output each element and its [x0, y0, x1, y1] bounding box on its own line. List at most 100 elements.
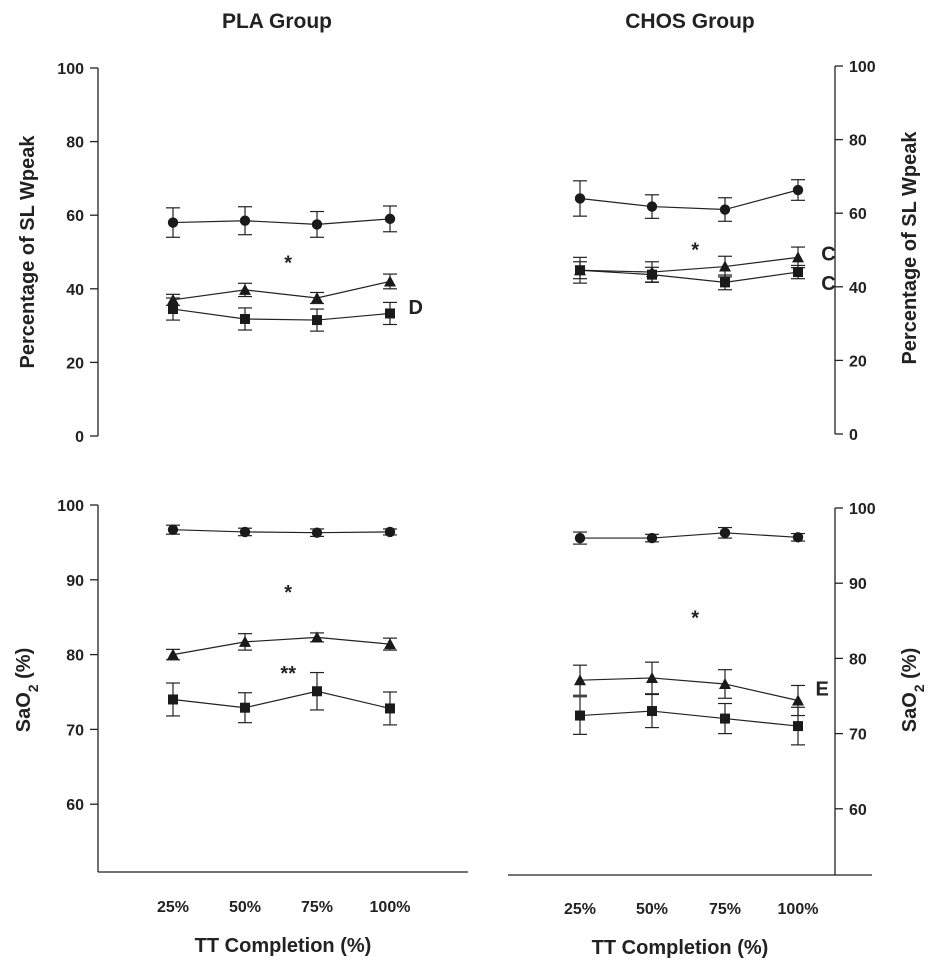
- triangle-marker: [239, 283, 251, 295]
- y-tick-label: 20: [66, 355, 84, 372]
- series-line: [172, 280, 391, 301]
- triangle-series: [573, 246, 805, 284]
- square-series: [166, 297, 397, 332]
- circle-marker: [719, 204, 731, 215]
- y-tick-label: 20: [849, 353, 867, 370]
- x-tick-label: 100%: [370, 899, 411, 916]
- letter-annotation: C: [821, 244, 835, 266]
- circle-marker: [792, 184, 804, 196]
- series-line: [579, 256, 799, 273]
- series-line: [579, 710, 799, 727]
- triangle-series: [166, 273, 397, 306]
- y-tick-label: 80: [849, 651, 867, 668]
- triangle-marker: [792, 251, 804, 263]
- y-tick-label: 80: [849, 133, 867, 150]
- y-tick-label: 60: [849, 802, 867, 819]
- x-tick-label: 25%: [157, 899, 189, 916]
- x-tick-label: 25%: [564, 901, 596, 918]
- letter-annotation: D: [408, 297, 422, 319]
- triangle-marker: [719, 260, 731, 272]
- panel-title: PLA Group: [222, 10, 332, 33]
- x-tick-label: 75%: [301, 899, 333, 916]
- panel-2: CHOS Group 0 20 40 60 80 100 Percentage of SL W…: [573, 10, 921, 444]
- panel-title: CHOS Group: [625, 10, 755, 33]
- x-axis-title: TT Completion (%): [592, 937, 769, 959]
- circle-series: [166, 205, 397, 238]
- y-tick-label: 40: [849, 280, 867, 297]
- square-marker: [312, 315, 322, 326]
- circle-marker: [646, 532, 658, 544]
- series-line: [579, 677, 799, 702]
- y-tick-label: 70: [66, 722, 84, 739]
- square-marker: [168, 304, 178, 315]
- y-tick-label: 40: [66, 282, 84, 299]
- y-tick-label: 100: [57, 498, 84, 515]
- y-tick-label: 80: [66, 648, 84, 665]
- y-axis-title: Percentage of SL Wpeak: [17, 135, 39, 369]
- square-marker: [385, 703, 395, 714]
- y-tick-label: 90: [849, 576, 867, 593]
- square-marker: [168, 694, 178, 705]
- triangle-marker: [646, 671, 658, 683]
- circle-marker: [384, 213, 396, 225]
- circle-marker: [167, 524, 179, 535]
- circle-marker: [311, 527, 323, 538]
- triangle-marker: [574, 674, 586, 686]
- triangle-marker: [792, 694, 804, 706]
- y-tick-label: 70: [849, 727, 867, 744]
- x-tick-label: 100%: [778, 901, 819, 918]
- circle-marker: [239, 526, 251, 538]
- y-tick-label: 100: [849, 59, 876, 76]
- triangle-series: [573, 661, 805, 717]
- square-marker: [240, 313, 250, 324]
- significance-annotation: *: [284, 253, 292, 275]
- triangle-marker: [167, 648, 179, 660]
- square-marker: [575, 710, 585, 721]
- x-tick-label: 50%: [229, 899, 261, 916]
- series-line: [580, 532, 799, 539]
- y-tick-label: 90: [66, 573, 84, 590]
- square-series: [573, 693, 805, 746]
- panel-1: PLA Group 0 20 40 60 80 100 Percentage of SL Wp…: [17, 10, 423, 446]
- square-series: [573, 261, 805, 291]
- triangle-marker: [384, 638, 396, 650]
- triangle-marker: [239, 635, 251, 647]
- square-marker: [575, 265, 585, 276]
- square-marker: [385, 308, 395, 319]
- y-axis-title: SaO2 (%): [899, 648, 927, 733]
- panel-4: 60 70 80 90 100 SaO2 (%) 25% 50% 75% 100% TT Compl…: [508, 501, 927, 959]
- triangle-marker: [311, 292, 323, 303]
- series-line: [172, 308, 391, 321]
- circle-marker: [311, 219, 323, 230]
- y-tick-label: 0: [75, 429, 84, 446]
- y-tick-label: 100: [849, 501, 876, 518]
- square-marker: [312, 686, 322, 697]
- y-tick-label: 60: [849, 206, 867, 223]
- square-marker: [720, 713, 730, 724]
- significance-annotation: *: [691, 607, 699, 629]
- panel-3: 60 70 80 90 100 SaO2 (%) 25% 50% 75% 100% TT Compl…: [13, 498, 468, 957]
- triangle-marker: [719, 677, 731, 689]
- triangle-series: [166, 631, 397, 661]
- significance-annotation: *: [284, 582, 292, 604]
- y-axis-title: SaO2 (%): [13, 648, 41, 733]
- series-line: [172, 529, 391, 534]
- square-marker: [720, 277, 730, 288]
- circle-series: [573, 526, 805, 545]
- series-line: [579, 189, 799, 211]
- y-tick-label: 100: [57, 61, 84, 78]
- series-line: [172, 690, 391, 710]
- x-tick-label: 75%: [709, 901, 741, 918]
- circle-marker: [792, 532, 804, 543]
- series-line: [172, 218, 391, 226]
- circle-marker: [167, 217, 179, 228]
- circle-marker: [574, 532, 586, 544]
- square-marker: [647, 706, 657, 717]
- circle-marker: [719, 527, 731, 539]
- letter-annotation: C: [821, 273, 835, 295]
- circle-series: [166, 524, 397, 538]
- significance-annotation: *: [691, 240, 699, 262]
- square-marker: [793, 721, 803, 732]
- circle-marker: [384, 526, 396, 538]
